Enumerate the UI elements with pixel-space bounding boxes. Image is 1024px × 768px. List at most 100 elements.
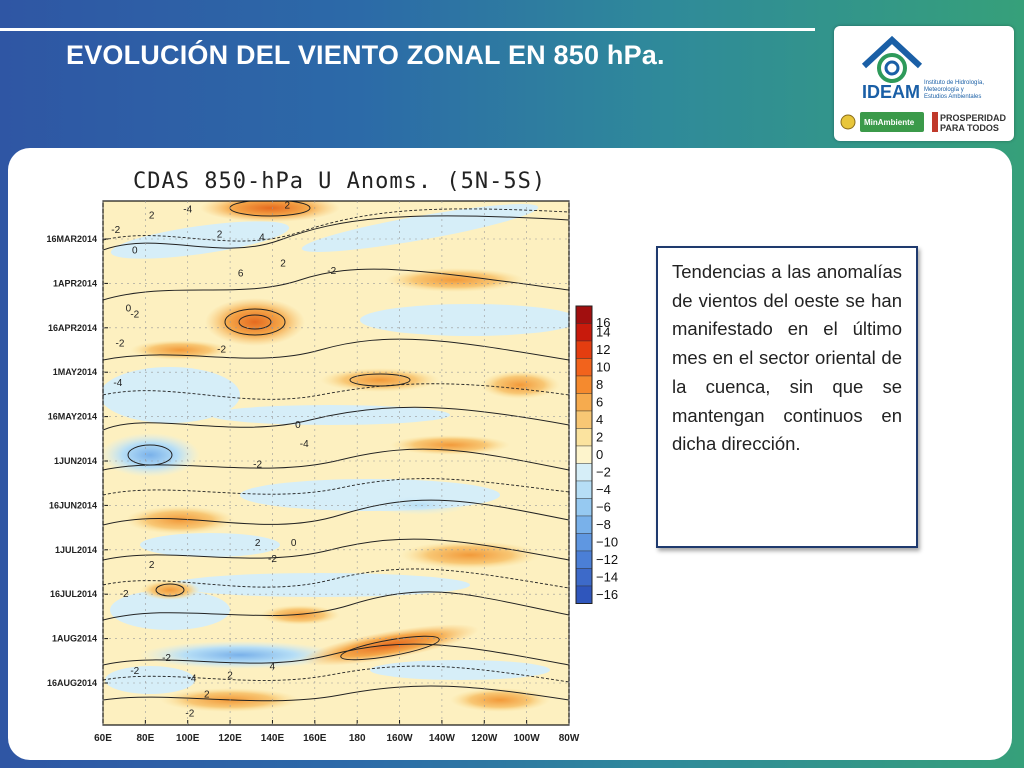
roof-icon xyxy=(861,35,923,69)
colorbar-swatch xyxy=(575,305,593,324)
negative-contours xyxy=(103,208,569,683)
logo-subtitle-3: Estudios Ambientales xyxy=(924,94,981,100)
contour-label: 4 xyxy=(259,232,265,243)
colorbar-swatch xyxy=(575,358,593,377)
contour-label: -2 xyxy=(115,339,124,350)
x-tick-label: 160E xyxy=(303,733,327,744)
y-tick-label: 1AUG2014 xyxy=(52,634,97,644)
slide-title: EVOLUCIÓN DEL VIENTO ZONAL EN 850 hPa. xyxy=(66,40,665,70)
title-underline xyxy=(0,28,815,31)
colorbar-swatch xyxy=(575,428,593,447)
y-tick-label: 1APR2014 xyxy=(53,278,97,288)
y-tick-label: 16AUG2014 xyxy=(47,678,97,688)
contour-label: 0 xyxy=(291,538,297,549)
x-tick-label: 100E xyxy=(176,733,200,744)
colorbar-label: 6 xyxy=(596,394,603,409)
ministry-badge xyxy=(860,112,924,132)
plot-frame xyxy=(102,200,570,726)
contour-label: 2 xyxy=(227,670,233,681)
y-tick-label: 16MAR2014 xyxy=(46,234,97,244)
x-tick-label: 120E xyxy=(218,733,242,744)
contour-label: -2 xyxy=(327,266,336,277)
x-axis: 60E 80E 100E 120E 140E 160E 180 160W 140W 120W 100… xyxy=(94,201,580,744)
x-tick-label: 60E xyxy=(94,733,112,744)
logo-subtitle-1: Instituto de Hidrología, xyxy=(924,80,984,86)
x-tick-label: 80E xyxy=(136,733,154,744)
colorbar-swatch xyxy=(575,533,593,552)
ideam-logo: IDEAM Instituto de Hidrología, Meteorolo… xyxy=(834,26,1014,141)
contour-label: 0 xyxy=(126,304,132,315)
contour-label: 0 xyxy=(295,420,301,431)
colorbar-swatch xyxy=(575,393,593,412)
colorbar-label: 14 xyxy=(596,324,610,339)
colorbar-label: 16 xyxy=(596,315,610,330)
colorbar-label: 0 xyxy=(596,447,603,462)
logo-subtitle-2: Meteorología y xyxy=(924,87,964,93)
ideam-logo-graphic: IDEAM Instituto de Hidrología, Meteorolo… xyxy=(840,35,1007,133)
y-tick-label: 16APR2014 xyxy=(48,323,97,333)
colorbar-label: −2 xyxy=(596,464,611,479)
x-tick-label: 80W xyxy=(559,733,580,744)
x-tick-label: 120W xyxy=(471,733,498,744)
colorbar-swatch xyxy=(575,585,593,604)
contour-label: -2 xyxy=(111,225,120,236)
contour-label: -4 xyxy=(188,673,197,684)
colorbar-label: 2 xyxy=(596,429,603,444)
contour-label: -2 xyxy=(162,653,171,664)
contour-label: 2 xyxy=(285,200,291,211)
contour-label: -2 xyxy=(185,708,194,719)
x-tick-label: 180 xyxy=(349,733,366,744)
colorbar-label: −16 xyxy=(596,587,618,602)
contour-label: 2 xyxy=(204,689,210,700)
contour-label: -2 xyxy=(217,344,226,355)
contour-label: -2 xyxy=(130,666,139,677)
colorbar-swatch xyxy=(575,480,593,499)
x-tick-label: 160W xyxy=(386,733,413,744)
contour-label: -2 xyxy=(253,459,262,470)
colorbar-label: −4 xyxy=(596,482,611,497)
colorbar-swatch xyxy=(575,323,593,342)
y-tick-label: 1JUL2014 xyxy=(55,545,97,555)
contour-label: -2 xyxy=(130,309,139,320)
contour-label: 2 xyxy=(217,229,223,240)
y-tick-label: 1JUN2014 xyxy=(54,456,97,466)
coat-of-arms-icon xyxy=(840,114,856,130)
x-tick-label: 100W xyxy=(514,733,541,744)
colorbar-label: −14 xyxy=(596,569,618,584)
contour-label: 0 xyxy=(132,245,138,256)
contour-label: 2 xyxy=(149,560,155,571)
contour-label: 4 xyxy=(270,662,276,673)
contour-label: 2 xyxy=(255,538,261,549)
colorbar-swatch xyxy=(575,410,593,429)
colorbar-swatch xyxy=(575,568,593,587)
colorbar-swatch xyxy=(575,515,593,534)
contour-label: -4 xyxy=(183,205,192,216)
colorbar-label: 10 xyxy=(596,359,610,374)
contour-label: 2 xyxy=(149,210,155,221)
y-tick-label: 16JUN2014 xyxy=(49,500,97,510)
colorbar-swatch xyxy=(575,340,593,359)
x-tick-label: 140W xyxy=(429,733,456,744)
x-tick-label: 140E xyxy=(261,733,285,744)
note-text: Tendencias a las anomalías de vientos de… xyxy=(672,261,902,455)
colorbar-label: −6 xyxy=(596,499,611,514)
colorbar-swatch xyxy=(575,498,593,517)
colorbar-swatch xyxy=(575,463,593,482)
colorbar-swatch xyxy=(575,445,593,464)
colorbar-label: −12 xyxy=(596,552,618,567)
contour-label: 2 xyxy=(280,259,286,270)
chart-title: CDAS 850-hPa U Anoms. (5N-5S) xyxy=(133,169,547,194)
spiral-icon xyxy=(877,53,907,83)
plot-area xyxy=(103,201,569,725)
colorbar-swatch xyxy=(575,550,593,569)
y-tick-label: 1MAY2014 xyxy=(53,367,97,377)
contour-label: -2 xyxy=(120,589,129,600)
colorbar-label: −10 xyxy=(596,534,618,549)
y-axis: 16MAR2014 1APR2014 16APR2014 1MAY2014 16MAY2… xyxy=(46,234,569,688)
note-box: Tendencias a las anomalías de vientos de… xyxy=(656,246,918,548)
slogan-mark-icon xyxy=(932,112,938,132)
y-tick-label: 16MAY2014 xyxy=(48,412,97,422)
slogan-line-1: PROSPERIDAD xyxy=(940,113,1007,123)
